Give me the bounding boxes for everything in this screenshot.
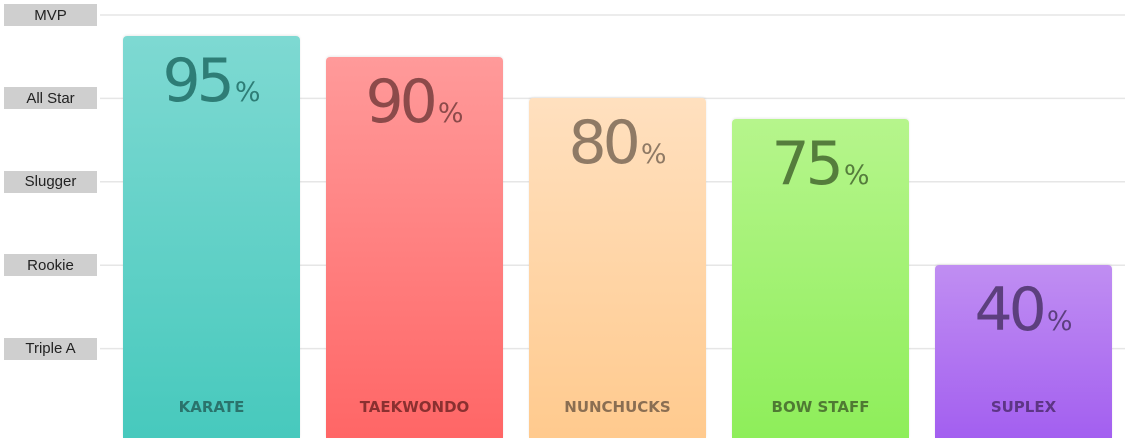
bar: 95% KARATE <box>123 35 300 438</box>
y-level-label: Rookie <box>4 254 97 277</box>
category-label: KARATE <box>178 397 245 416</box>
bar: 90% TAEKWONDO <box>326 56 503 438</box>
bar-value: 40 <box>974 275 1046 346</box>
bar-value-label: 75% <box>732 129 909 199</box>
percent-sign: % <box>640 139 667 171</box>
bar-value-label: 40% <box>935 275 1112 345</box>
bar: 75% BOW STAFF <box>732 119 909 438</box>
y-level-label: Slugger <box>4 170 97 193</box>
percent-sign: % <box>234 76 261 108</box>
bar-value: 90 <box>365 66 437 137</box>
bar-value: 80 <box>568 108 640 179</box>
bar-value: 75 <box>771 129 843 200</box>
percent-sign: % <box>437 97 464 129</box>
bar-value-label: 95% <box>123 46 300 116</box>
bar-value-label: 80% <box>529 108 706 178</box>
bar-value-label: 90% <box>326 67 503 137</box>
category-label: NUNCHUCKS <box>564 397 671 416</box>
bar: 80% NUNCHUCKS <box>529 98 706 438</box>
y-level-label: Triple A <box>4 337 97 360</box>
bar: 40% SUPLEX <box>935 265 1112 438</box>
y-level-label: MVP <box>4 4 97 26</box>
percent-sign: % <box>843 160 870 192</box>
bar-value: 95 <box>162 45 234 116</box>
category-label: TAEKWONDO <box>359 397 470 416</box>
category-label: SUPLEX <box>990 397 1057 416</box>
percent-sign: % <box>1046 306 1073 338</box>
category-label: BOW STAFF <box>771 398 870 416</box>
y-level-label: All Star <box>4 87 97 110</box>
